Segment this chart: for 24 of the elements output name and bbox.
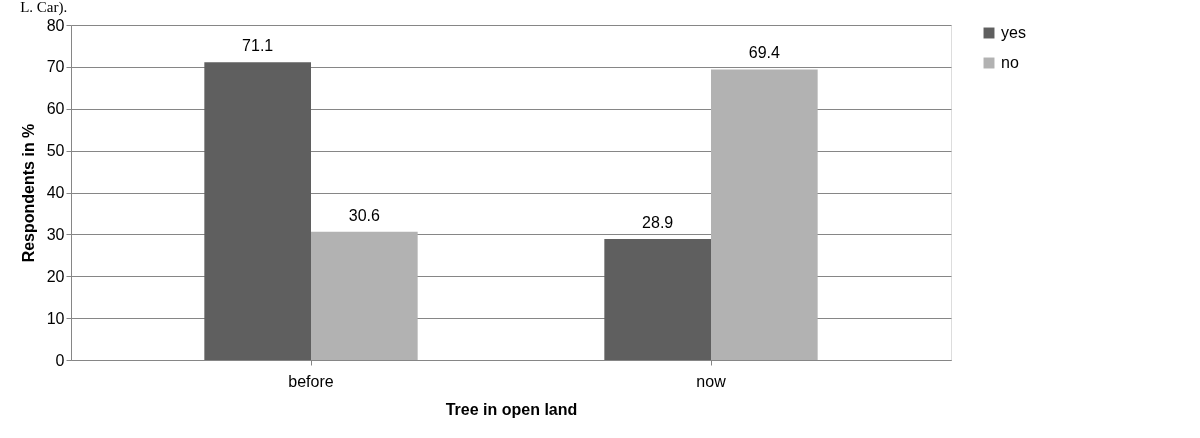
y-tick-label: 0 [55, 351, 65, 369]
y-axis-title: Respondents in % [19, 123, 37, 263]
bar [604, 238, 711, 360]
y-tick-label: 10 [46, 309, 65, 327]
y-tick-label: 20 [46, 267, 65, 285]
y-tick-label: 60 [46, 100, 65, 118]
data-label: 71.1 [242, 37, 274, 55]
x-tick-label: now [696, 372, 727, 390]
y-tick-label: 40 [46, 184, 65, 201]
x-axis-title: Tree in open land [445, 400, 578, 418]
y-tick-label: 30 [46, 225, 65, 243]
data-label: 28.9 [642, 213, 674, 231]
data-label: 30.6 [348, 206, 381, 224]
y-tick-label: 70 [46, 58, 65, 76]
y-tick-label: 80 [46, 16, 65, 34]
text: L. Car). [20, 0, 68, 16]
x-tick-label: before [288, 372, 334, 390]
legend-label: no [1001, 54, 1019, 71]
data-label: 69.4 [748, 44, 781, 62]
bar [311, 231, 418, 360]
y-tick-label: 50 [46, 142, 65, 160]
legend-label: yes [1001, 24, 1026, 41]
bar [711, 69, 818, 360]
bar [204, 62, 311, 360]
